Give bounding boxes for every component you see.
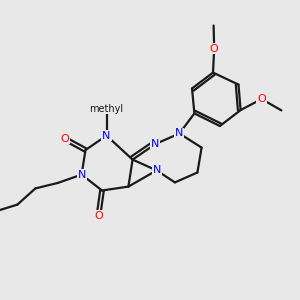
Text: O: O [257, 94, 266, 104]
Text: N: N [152, 165, 161, 176]
Text: N: N [175, 128, 184, 139]
Text: N: N [151, 139, 160, 149]
Text: methyl: methyl [89, 103, 124, 114]
Text: N: N [77, 169, 86, 180]
Text: O: O [210, 44, 219, 54]
Text: O: O [94, 211, 103, 221]
Text: O: O [60, 134, 69, 144]
Text: N: N [102, 130, 111, 141]
